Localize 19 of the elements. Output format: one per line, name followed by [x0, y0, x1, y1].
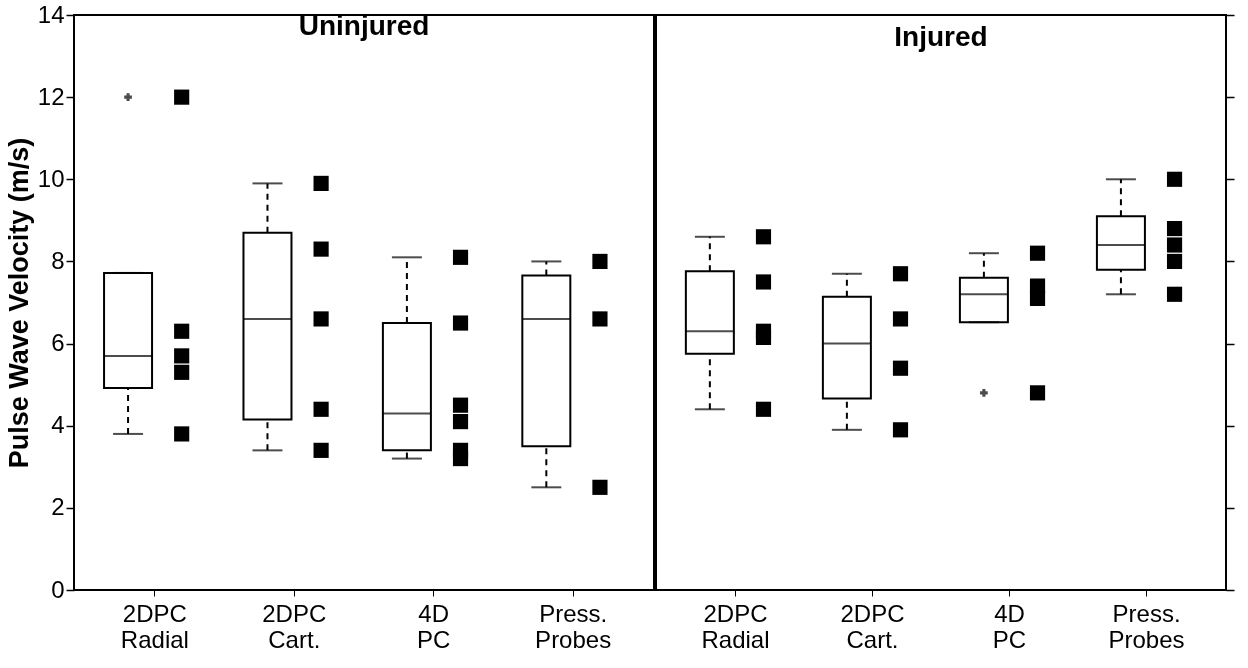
y-tick-label: 4 — [51, 411, 65, 439]
y-tick-label: 6 — [51, 329, 65, 357]
y-tick-label: 14 — [37, 0, 65, 28]
x-tick-label: Press. Probes — [535, 599, 612, 653]
chart-title: Injured — [894, 21, 988, 53]
x-tick-label: Press. Probes — [1108, 599, 1185, 653]
y-tick-label: 12 — [37, 82, 65, 110]
x-tick-label: 2DPC Radial — [120, 599, 189, 653]
y-tick-label: 10 — [37, 164, 65, 192]
y-tick-label: 0 — [51, 575, 65, 603]
x-tick-label: 4D PC — [417, 599, 451, 653]
x-tick-label: 2DPC Cart. — [840, 599, 905, 653]
x-tick-label: 2DPC Cart. — [262, 599, 327, 653]
y-tick-label: 8 — [51, 246, 65, 274]
x-tick-label: 2DPC Radial — [701, 599, 770, 653]
y-axis-title: Pulse Wave Velocity (m/s) — [3, 137, 34, 469]
y-tick-label: 2 — [51, 493, 65, 521]
x-tick-label: 4D PC — [992, 599, 1027, 653]
chart-title: Uninjured — [298, 10, 430, 41]
